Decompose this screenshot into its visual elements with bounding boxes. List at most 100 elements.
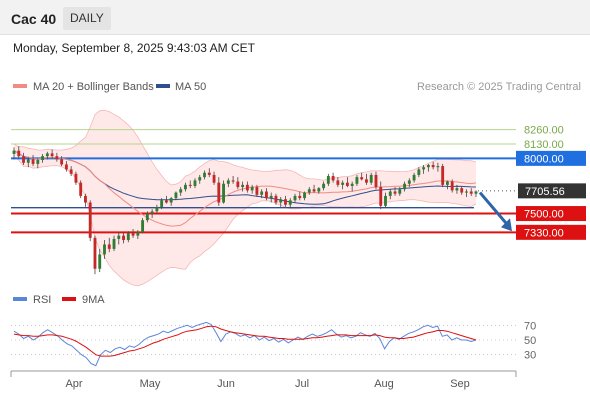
candle-body: [22, 156, 25, 163]
candle-body: [436, 166, 440, 168]
candle-body: [298, 195, 302, 199]
candle-body: [84, 195, 87, 203]
candle: [393, 187, 397, 196]
candle: [55, 152, 59, 162]
candle: [117, 232, 121, 245]
candle-body: [279, 199, 283, 203]
candle: [269, 192, 273, 203]
legend-ma50-swatch: [156, 84, 170, 88]
candle-body: [469, 191, 473, 194]
ma9-legend-swatch: [62, 297, 76, 301]
candle: [469, 188, 473, 196]
candle: [179, 187, 183, 196]
candle-body: [441, 166, 445, 185]
candle: [160, 198, 164, 210]
candle: [379, 181, 383, 210]
candle: [288, 198, 292, 209]
candle-body: [136, 232, 140, 236]
candle-body: [193, 180, 197, 186]
candle: [417, 167, 421, 178]
candle: [212, 171, 216, 185]
candle-body: [203, 172, 206, 178]
candle-body: [12, 150, 16, 154]
candle-body: [31, 159, 35, 164]
candle: [226, 178, 230, 188]
rsi-tick-label: 30: [524, 350, 536, 362]
moving-averages: [13, 150, 477, 227]
rsi-pane: 70 50 30: [11, 320, 536, 367]
candle-body: [212, 174, 216, 183]
candle-body: [112, 238, 116, 249]
candle-body: [445, 181, 449, 185]
candle-body: [174, 192, 178, 199]
candle: [17, 146, 21, 159]
candle-body: [222, 183, 225, 203]
candle: [122, 232, 125, 244]
candle: [198, 174, 202, 184]
candle: [312, 184, 316, 193]
candle-body: [155, 206, 159, 212]
candle: [103, 240, 106, 259]
candle-body: [141, 220, 145, 233]
candle-body: [293, 195, 297, 201]
candle: [184, 182, 187, 192]
rsi-tick-label: 50: [524, 335, 536, 347]
candle: [79, 180, 83, 199]
level-7330-00-tag: [516, 224, 586, 240]
candle-body: [55, 156, 59, 160]
candle-body: [255, 187, 259, 195]
candle-body: [260, 191, 264, 195]
candle-body: [60, 159, 64, 165]
candle-body: [407, 180, 411, 184]
candle-body: [317, 188, 321, 192]
candle-body: [269, 195, 273, 199]
x-tick-label: Jun: [217, 378, 235, 390]
candle: [260, 189, 264, 199]
candle: [303, 191, 306, 201]
candle: [64, 161, 68, 172]
candle-body: [284, 199, 287, 205]
candle-body: [74, 173, 78, 183]
candle: [112, 235, 116, 252]
candle: [193, 178, 197, 189]
candle-body: [265, 191, 268, 199]
rsi-tick-label: 70: [524, 320, 536, 332]
legend-ma20-label: MA 20 + Bollinger Bands: [33, 81, 154, 93]
candle: [131, 229, 135, 238]
x-tick-label: Apr: [65, 378, 82, 390]
timestamp: Monday, September 8, 2025 9:43:03 AM CET: [13, 41, 255, 55]
candle: [12, 147, 16, 160]
candle-body: [64, 164, 68, 170]
candle: [203, 170, 206, 180]
x-tick-label: Aug: [374, 378, 394, 390]
candle: [136, 230, 140, 239]
candle: [236, 177, 240, 190]
candle: [374, 171, 378, 190]
candle: [317, 187, 321, 194]
candle-body: [312, 189, 316, 192]
period-button[interactable]: DAILY: [63, 7, 111, 30]
candle-body: [460, 188, 464, 193]
candle-body: [98, 254, 102, 269]
candle-body: [145, 213, 149, 221]
candle-body: [88, 202, 92, 238]
candle: [84, 193, 87, 207]
candle-body: [341, 182, 345, 185]
candle-body: [41, 156, 45, 161]
candle: [141, 217, 145, 234]
header-bar: Cac 40 DAILY: [0, 0, 590, 35]
candle-body: [355, 177, 359, 184]
candle-body: [36, 160, 40, 164]
candle: [350, 181, 354, 192]
candle: [245, 181, 249, 193]
bollinger-upper: [13, 109, 477, 186]
candle-body: [79, 182, 83, 196]
candle: [60, 156, 64, 167]
candle: [207, 168, 211, 178]
legend-ma20-swatch: [13, 84, 27, 88]
candle-body: [426, 164, 430, 168]
bollinger-fill: [14, 110, 476, 286]
candle: [45, 151, 49, 160]
